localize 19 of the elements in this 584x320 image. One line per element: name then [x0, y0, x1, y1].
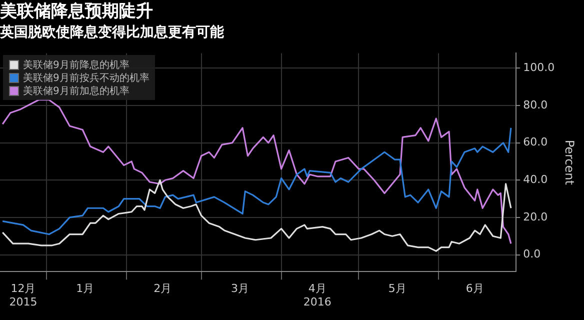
y-tick-label: 60.0	[523, 136, 548, 149]
x-tick-label: 3月	[230, 282, 249, 296]
legend-label: 美联储9月前按兵不动的机率	[23, 72, 150, 85]
x-tick-label: 12月 2015	[9, 282, 38, 308]
y-tick-label: 20.0	[523, 210, 548, 224]
y-tick-label: 0.0	[523, 248, 541, 261]
x-tick-label: 1月	[76, 282, 94, 296]
legend-label: 美联储9月前加息的机率	[23, 84, 130, 98]
x-tick-label: 2月	[154, 282, 172, 296]
chart-subtitle: 英国脱欧使降息变得比加息更有可能	[0, 23, 225, 40]
x-tick-label: 6月	[466, 282, 484, 296]
x-tick-label: 4月 2016	[303, 282, 332, 308]
y-tick-label: 100.0	[523, 60, 555, 74]
y-axis-title: Percent	[562, 140, 577, 186]
x-tick-label: 5月	[388, 282, 406, 296]
y-tick-label: 40.0	[523, 172, 548, 186]
y-tick-label: 80.0	[523, 98, 548, 112]
legend-label: 美联储9月前降息的机率	[23, 58, 130, 72]
chart-title: 美联储降息预期陡升	[0, 2, 153, 22]
